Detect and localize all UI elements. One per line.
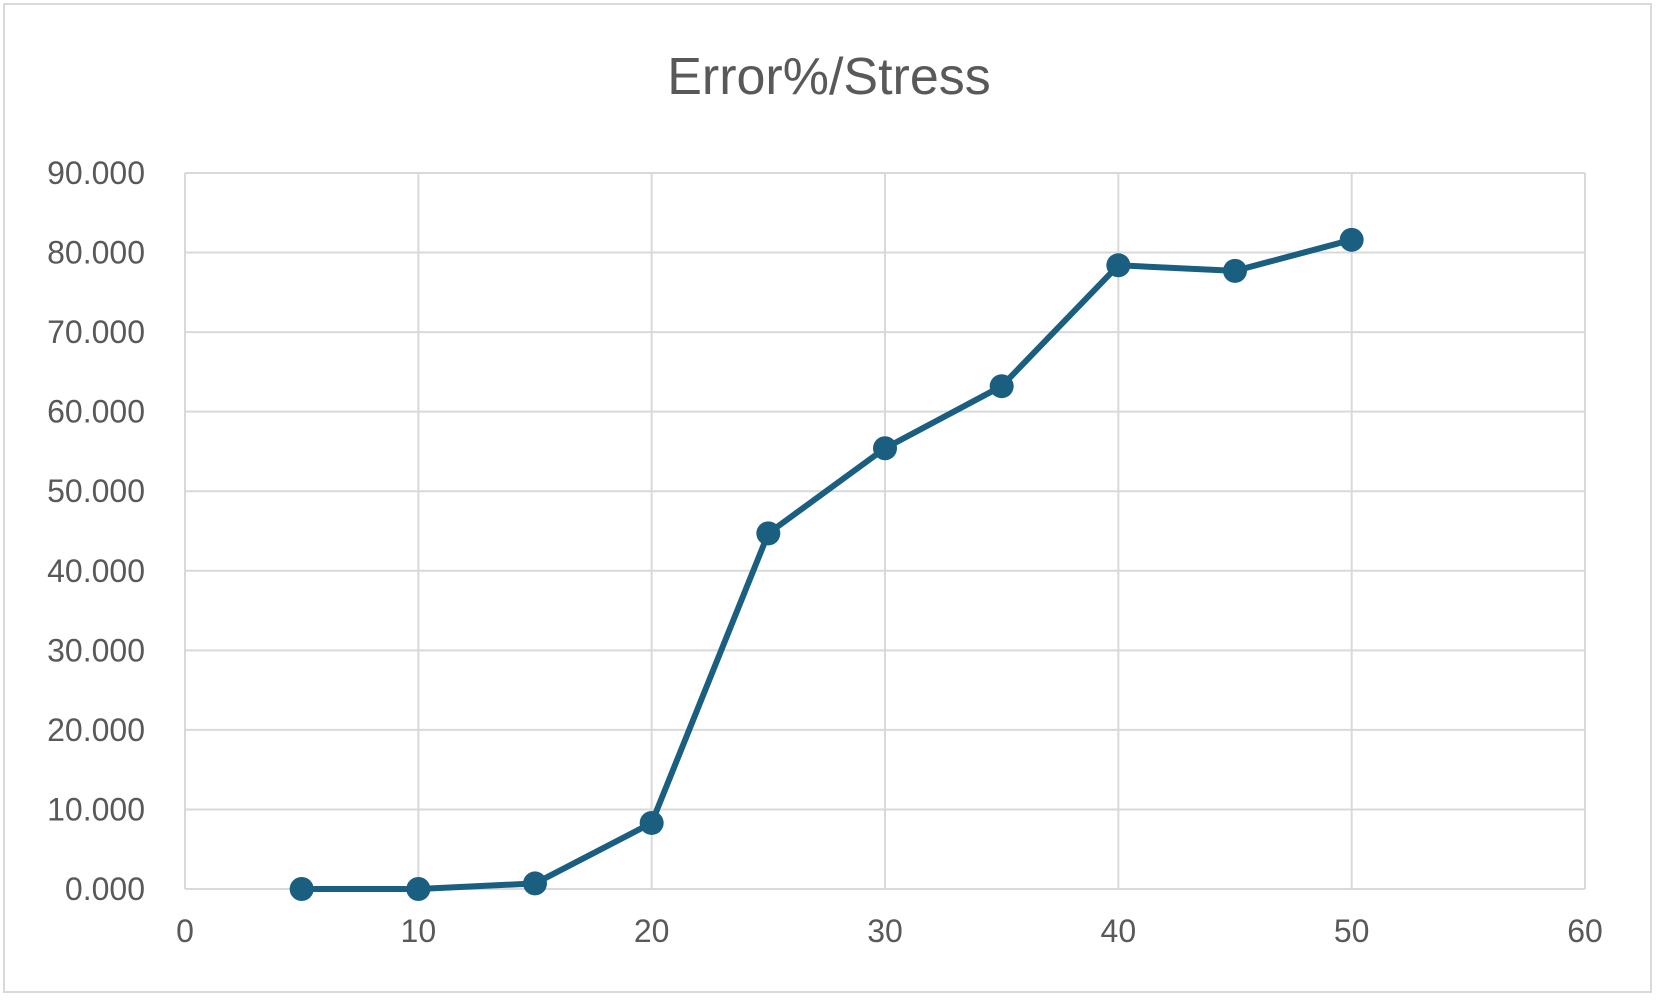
chart-area <box>3 3 1652 993</box>
y-tick-label: 80.000 <box>47 235 145 271</box>
data-point[interactable] <box>523 871 547 896</box>
data-point[interactable] <box>1106 253 1131 278</box>
x-tick-label: 50 <box>1334 913 1370 949</box>
chart-title: Error%/Stress <box>667 48 991 106</box>
y-tick-label: 0.000 <box>65 871 145 907</box>
x-tick-label: 20 <box>634 913 670 949</box>
x-tick-label: 30 <box>867 913 903 949</box>
x-tick-label: 10 <box>401 913 437 949</box>
y-tick-label: 20.000 <box>47 712 145 748</box>
y-tick-label: 30.000 <box>47 632 145 668</box>
x-axis-ticks: 0 10 20 30 40 50 60 <box>176 913 1603 949</box>
y-tick-label: 50.000 <box>47 473 145 509</box>
data-point[interactable] <box>873 436 897 461</box>
y-tick-label: 60.000 <box>47 394 145 430</box>
gridlines <box>184 172 1586 890</box>
y-tick-label: 70.000 <box>47 314 145 350</box>
data-point[interactable] <box>989 374 1014 399</box>
x-tick-label: 40 <box>1101 913 1137 949</box>
x-tick-label: 60 <box>1567 913 1603 949</box>
data-point[interactable] <box>756 521 781 546</box>
series-group <box>289 227 1364 901</box>
data-point[interactable] <box>1223 258 1247 283</box>
data-point[interactable] <box>406 877 431 901</box>
y-tick-label: 10.000 <box>47 791 145 827</box>
y-tick-label: 40.000 <box>47 553 145 589</box>
data-point[interactable] <box>639 810 664 835</box>
series-line <box>298 236 1355 892</box>
y-tick-label: 90.000 <box>47 155 145 191</box>
data-point[interactable] <box>1339 227 1364 252</box>
x-tick-label: 0 <box>176 913 194 949</box>
data-point[interactable] <box>289 877 314 901</box>
y-axis-ticks: 0.000 10.000 20.000 30.000 40.000 50.000 60.00… <box>47 155 145 907</box>
